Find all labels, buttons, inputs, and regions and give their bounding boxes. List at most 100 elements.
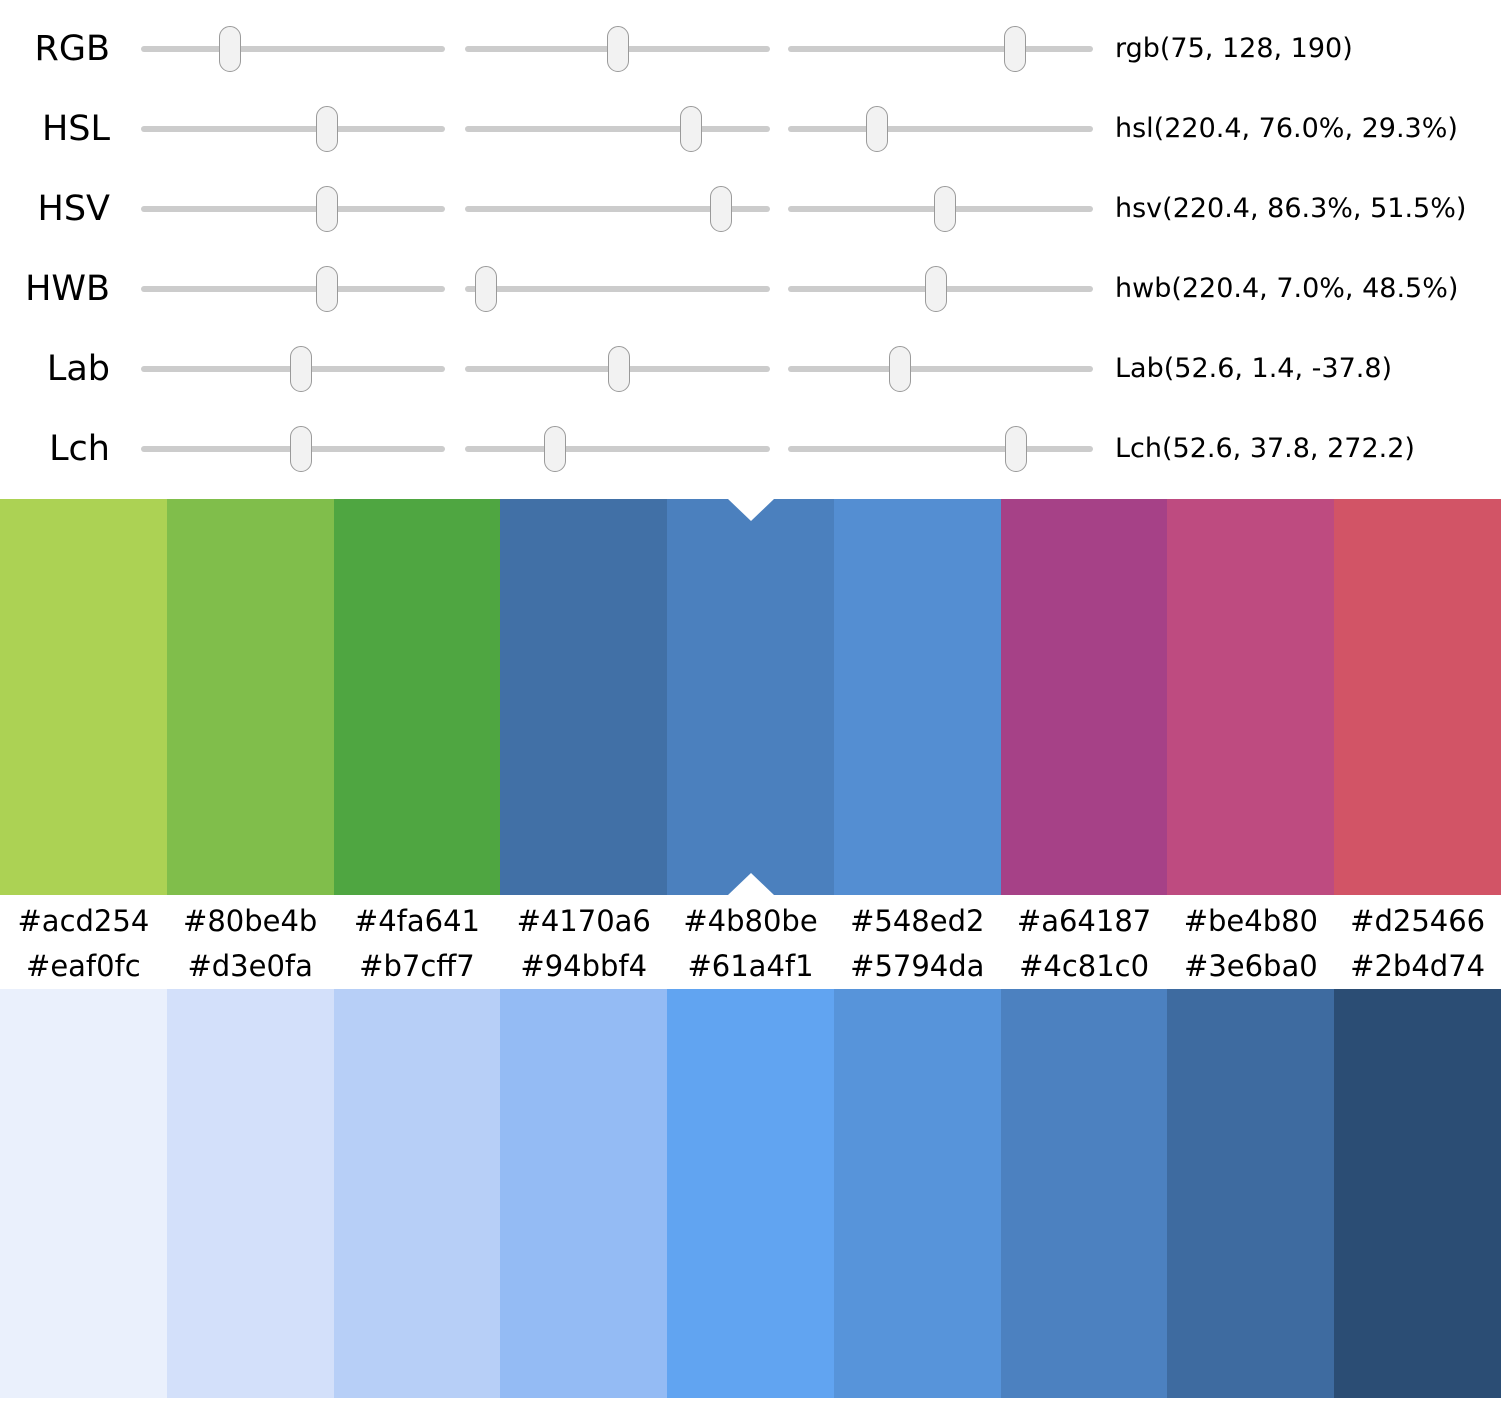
color-swatch[interactable] bbox=[333, 989, 501, 1398]
swatch-hex-label: #4b80be bbox=[683, 904, 818, 938]
slider-track[interactable] bbox=[465, 446, 770, 452]
palette-bottom-swatch-strip[interactable] bbox=[0, 989, 1501, 1398]
color-swatch[interactable] bbox=[166, 989, 334, 1398]
slider-row-label-lch: Lch bbox=[49, 429, 110, 469]
swatch-hex-label: #94bbf4 bbox=[520, 949, 648, 983]
color-swatch[interactable] bbox=[833, 499, 1001, 895]
color-swatch[interactable] bbox=[1000, 989, 1168, 1398]
slider-handle[interactable] bbox=[1004, 26, 1027, 72]
color-swatch[interactable] bbox=[333, 499, 501, 895]
slider-hsl-lightness[interactable] bbox=[788, 89, 1093, 169]
color-swatch[interactable] bbox=[500, 989, 668, 1398]
slider-hsv-saturation[interactable] bbox=[465, 169, 770, 249]
slider-track[interactable] bbox=[465, 126, 770, 132]
slider-value-hsl: hsl(220.4, 76.0%, 29.3%) bbox=[1115, 113, 1458, 144]
slider-row-hsl: HSL hsl(220.4, 76.0%, 29.3%) bbox=[0, 89, 1501, 169]
palette-bottom-hex-labels: #eaf0fc #d3e0fa #b7cff7 #94bbf4 #61a4f1 #5794… bbox=[0, 944, 1501, 989]
color-swatch[interactable] bbox=[500, 499, 668, 895]
slider-handle[interactable] bbox=[475, 266, 498, 312]
swatch-hex-label: #4170a6 bbox=[516, 904, 651, 938]
palette-top-swatch-strip[interactable] bbox=[0, 499, 1501, 895]
slider-handle[interactable] bbox=[219, 26, 242, 72]
slider-rgb-blue[interactable] bbox=[788, 9, 1093, 89]
color-swatch[interactable] bbox=[0, 989, 167, 1398]
slider-track[interactable] bbox=[788, 46, 1093, 52]
slider-lab-lightness[interactable] bbox=[141, 329, 445, 409]
slider-track[interactable] bbox=[141, 286, 445, 292]
swatch-hex-label: #a64187 bbox=[1016, 904, 1152, 938]
slider-handle[interactable] bbox=[866, 106, 889, 152]
slider-handle[interactable] bbox=[924, 266, 947, 312]
slider-handle[interactable] bbox=[316, 186, 339, 232]
slider-handle[interactable] bbox=[544, 426, 567, 472]
slider-row-label-hsv: HSV bbox=[37, 189, 110, 229]
slider-value-lch: Lch(52.6, 37.8, 272.2) bbox=[1115, 433, 1415, 464]
slider-handle[interactable] bbox=[607, 26, 630, 72]
swatch-hex-label: #4fa641 bbox=[353, 904, 480, 938]
color-swatch[interactable] bbox=[0, 499, 167, 895]
slider-value-hsv: hsv(220.4, 86.3%, 51.5%) bbox=[1115, 193, 1467, 224]
slider-rgb-red[interactable] bbox=[141, 9, 445, 89]
slider-lab-a-axis[interactable] bbox=[465, 329, 770, 409]
slider-track[interactable] bbox=[788, 446, 1093, 452]
color-swatch[interactable] bbox=[667, 499, 834, 895]
swatch-hex-label: #80be4b bbox=[183, 904, 318, 938]
slider-lab-b-axis[interactable] bbox=[788, 329, 1093, 409]
slider-rgb-green[interactable] bbox=[465, 9, 770, 89]
slider-handle[interactable] bbox=[316, 106, 339, 152]
slider-track[interactable] bbox=[788, 366, 1093, 372]
slider-row-label-hwb: HWB bbox=[25, 269, 110, 309]
slider-track[interactable] bbox=[141, 46, 445, 52]
slider-row-lch: Lch Lch(52.6, 37.8, 272.2) bbox=[0, 409, 1501, 489]
slider-lch-hue[interactable] bbox=[788, 409, 1093, 489]
slider-track[interactable] bbox=[465, 206, 770, 212]
swatch-hex-label: #3e6ba0 bbox=[1184, 949, 1318, 983]
slider-hwb-hue[interactable] bbox=[141, 249, 445, 329]
slider-value-lab: Lab(52.6, 1.4, -37.8) bbox=[1115, 353, 1393, 384]
color-swatch[interactable] bbox=[166, 499, 334, 895]
slider-track[interactable] bbox=[788, 126, 1093, 132]
slider-row-label-rgb: RGB bbox=[34, 29, 110, 69]
color-swatch[interactable] bbox=[1000, 499, 1168, 895]
slider-handle[interactable] bbox=[679, 106, 702, 152]
slider-track[interactable] bbox=[141, 206, 445, 212]
slider-handle[interactable] bbox=[289, 426, 312, 472]
slider-row-hwb: HWB hwb(220.4, 7.0%, 48.5%) bbox=[0, 249, 1501, 329]
color-swatch[interactable] bbox=[833, 989, 1001, 1398]
swatch-hex-label: #4c81c0 bbox=[1019, 949, 1150, 983]
color-swatch[interactable] bbox=[1334, 989, 1501, 1398]
slider-hsl-saturation[interactable] bbox=[465, 89, 770, 169]
slider-handle[interactable] bbox=[607, 346, 630, 392]
selected-swatch-marker-bottom-icon bbox=[727, 873, 774, 895]
slider-track[interactable] bbox=[465, 286, 770, 292]
swatch-hex-label: #5794da bbox=[850, 949, 985, 983]
slider-row-label-lab: Lab bbox=[46, 349, 110, 389]
swatch-hex-label: #eaf0fc bbox=[26, 949, 141, 983]
slider-value-rgb: rgb(75, 128, 190) bbox=[1115, 33, 1353, 64]
swatch-hex-label: #2b4d74 bbox=[1350, 949, 1486, 983]
slider-hwb-blackness[interactable] bbox=[788, 249, 1093, 329]
slider-lch-chroma[interactable] bbox=[465, 409, 770, 489]
slider-track[interactable] bbox=[141, 126, 445, 132]
slider-handle[interactable] bbox=[709, 186, 732, 232]
color-swatch[interactable] bbox=[1167, 499, 1335, 895]
color-swatch[interactable] bbox=[1167, 989, 1335, 1398]
swatch-hex-label: #548ed2 bbox=[850, 904, 985, 938]
slider-hsv-value[interactable] bbox=[788, 169, 1093, 249]
slider-row-lab: Lab Lab(52.6, 1.4, -37.8) bbox=[0, 329, 1501, 409]
slider-row-rgb: RGB rgb(75, 128, 190) bbox=[0, 9, 1501, 89]
color-swatch[interactable] bbox=[667, 989, 834, 1398]
slider-hsv-hue[interactable] bbox=[141, 169, 445, 249]
slider-row-label-hsl: HSL bbox=[41, 109, 110, 149]
slider-handle[interactable] bbox=[889, 346, 912, 392]
slider-handle[interactable] bbox=[316, 266, 339, 312]
slider-handle[interactable] bbox=[289, 346, 312, 392]
slider-lch-lightness[interactable] bbox=[141, 409, 445, 489]
slider-handle[interactable] bbox=[1005, 426, 1028, 472]
slider-hwb-whiteness[interactable] bbox=[465, 249, 770, 329]
color-swatch[interactable] bbox=[1334, 499, 1501, 895]
slider-value-hwb: hwb(220.4, 7.0%, 48.5%) bbox=[1115, 273, 1459, 304]
swatch-hex-label: #d3e0fa bbox=[187, 949, 313, 983]
slider-handle[interactable] bbox=[934, 186, 957, 232]
slider-hsl-hue[interactable] bbox=[141, 89, 445, 169]
